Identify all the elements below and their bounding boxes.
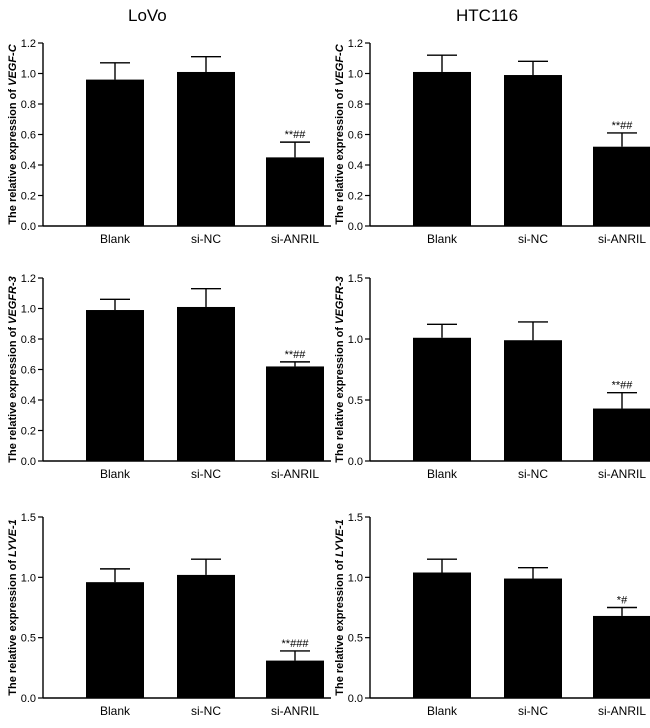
panel-1-bar-1 — [504, 75, 562, 227]
panel-5-bar-2 — [593, 615, 650, 698]
panel-2-category-label-2: si-ANRIL — [271, 467, 319, 481]
panel-1-category-label-1: si-NC — [518, 232, 548, 246]
panel-1-y-tick-label: 0.8 — [348, 99, 363, 111]
panel-3-significance-label-2: **## — [612, 380, 634, 392]
panel-3-y-tick-label: 0.5 — [348, 395, 363, 407]
panel-0-y-tick-label: 0.0 — [21, 221, 36, 233]
panel-5-category-label-2: si-ANRIL — [598, 704, 646, 718]
panel-1-category-label-2: si-ANRIL — [598, 232, 646, 246]
panel-0-y-tick-label: 0.2 — [21, 191, 36, 203]
panel-0-significance-label-2: **## — [285, 129, 307, 141]
panel-4-y-tick-label: 0.0 — [21, 693, 36, 705]
panel-4-bar-2 — [266, 660, 324, 698]
panel-0-bar-1 — [177, 71, 235, 226]
panel-4-y-axis-title: The relative expression of LYVE-1 — [7, 519, 19, 695]
panel-4-y-tick-label: 1.5 — [21, 512, 36, 524]
panel-2-y-tick-label: 1.0 — [21, 304, 36, 316]
panel-2-bar-1 — [177, 306, 235, 461]
panel-1-y-tick-label: 0.4 — [348, 160, 363, 172]
panel-5-bar-0 — [413, 572, 471, 698]
panel-4-category-label-2: si-ANRIL — [271, 704, 319, 718]
panel-0-y-axis-title: The relative expression of VEGF-C — [7, 43, 19, 224]
panel-2-bar-2 — [266, 366, 324, 461]
panel-3-bar-0 — [413, 337, 471, 461]
panel-1-y-tick-label: 0.6 — [348, 130, 363, 142]
panel-4-bar-0 — [86, 582, 144, 698]
panel-2-category-label-0: Blank — [100, 467, 131, 481]
panel-4-category-label-0: Blank — [100, 704, 131, 718]
column-title-lovo: LoVo — [128, 6, 167, 25]
panel-1-y-axis-title: The relative expression of VEGF-C — [334, 43, 346, 224]
panel-3-category-label-0: Blank — [427, 467, 458, 481]
panel-4-category-label-1: si-NC — [191, 704, 221, 718]
panel-3-category-label-1: si-NC — [518, 467, 548, 481]
panel-5-category-label-1: si-NC — [518, 704, 548, 718]
panel-3-y-tick-label: 1.5 — [348, 273, 363, 285]
panel-5-y-tick-label: 0.0 — [348, 693, 363, 705]
panel-0-y-tick-label: 1.2 — [21, 38, 36, 50]
panel-4-y-tick-label: 0.5 — [21, 633, 36, 645]
column-title-htc116: HTC116 — [456, 6, 519, 25]
panel-4-bar-1 — [177, 574, 235, 698]
panel-3-y-axis-title: The relative expression of VEGFR-3 — [334, 276, 346, 462]
panel-1-y-tick-label: 0.0 — [348, 221, 363, 233]
panel-1-bar-0 — [413, 71, 471, 226]
panel-5-y-tick-label: 1.0 — [348, 572, 363, 584]
panel-5-y-tick-label: 0.5 — [348, 633, 363, 645]
panel-0-y-tick-label: 0.6 — [21, 130, 36, 142]
panel-3-category-label-2: si-ANRIL — [598, 467, 646, 481]
panel-2-y-tick-label: 1.2 — [21, 273, 36, 285]
panel-1-y-tick-label: 1.0 — [348, 69, 363, 81]
panel-5-y-tick-label: 1.5 — [348, 512, 363, 524]
panel-0-category-label-0: Blank — [100, 232, 131, 246]
panel-2-y-tick-label: 0.0 — [21, 456, 36, 468]
panel-4-significance-label-2: **### — [282, 638, 310, 650]
panel-1-significance-label-2: **## — [612, 120, 634, 132]
panel-0-y-tick-label: 0.4 — [21, 160, 36, 172]
panel-2-y-tick-label: 0.8 — [21, 334, 36, 346]
panel-2-y-tick-label: 0.2 — [21, 426, 36, 438]
panel-0-y-tick-label: 0.8 — [21, 99, 36, 111]
panel-2-y-axis-title: The relative expression of VEGFR-3 — [7, 276, 19, 462]
panel-2-y-tick-label: 0.4 — [21, 395, 36, 407]
panel-1-y-tick-label: 0.2 — [348, 191, 363, 203]
panel-1-bar-2 — [593, 146, 650, 226]
panel-3-y-tick-label: 1.0 — [348, 334, 363, 346]
panel-5-bar-1 — [504, 578, 562, 698]
panel-2-y-tick-label: 0.6 — [21, 365, 36, 377]
panel-5-category-label-0: Blank — [427, 704, 458, 718]
panel-2-category-label-1: si-NC — [191, 467, 221, 481]
panel-4-y-tick-label: 1.0 — [21, 572, 36, 584]
panel-2-significance-label-2: **## — [285, 349, 307, 361]
panel-3-y-tick-label: 0.0 — [348, 456, 363, 468]
panel-3-bar-1 — [504, 340, 562, 461]
panel-3-bar-2 — [593, 408, 650, 461]
panel-0-bar-0 — [86, 79, 144, 226]
panel-0-category-label-2: si-ANRIL — [271, 232, 319, 246]
panel-0-y-tick-label: 1.0 — [21, 69, 36, 81]
panel-5-significance-label-2: *# — [617, 595, 628, 607]
panel-0-category-label-1: si-NC — [191, 232, 221, 246]
panel-5-y-axis-title: The relative expression of LYVE-1 — [334, 519, 346, 695]
panel-0-bar-2 — [266, 157, 324, 226]
panel-1-category-label-0: Blank — [427, 232, 458, 246]
panel-1-y-tick-label: 1.2 — [348, 38, 363, 50]
panel-2-bar-0 — [86, 310, 144, 461]
